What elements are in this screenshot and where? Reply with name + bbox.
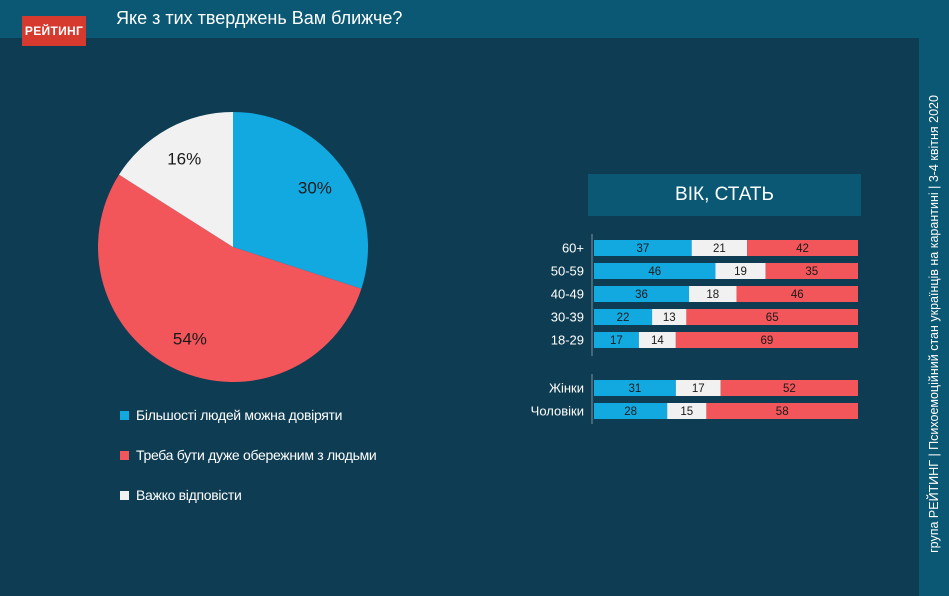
bar-segment [706, 403, 858, 419]
bar-category-label: 50-59 [551, 264, 584, 279]
pie-slice-2 [119, 112, 233, 247]
bar-segment [747, 240, 858, 256]
bar-value-label: 46 [648, 266, 661, 278]
bar-segment [686, 309, 858, 325]
bar-segment [689, 286, 737, 302]
bar-value-label: 37 [636, 243, 649, 255]
bar-segment [675, 380, 721, 396]
legend-item-1: Треба бути дуже обережним з людьми [120, 445, 377, 465]
bar-value-label: 28 [624, 406, 637, 418]
logo: РЕЙТИНГ [22, 16, 86, 46]
bar-value-label: 14 [651, 335, 664, 347]
legend-item-0: Більшості людей можна довіряти [120, 405, 376, 425]
bar-segment [667, 403, 707, 419]
bar-segment [594, 263, 716, 279]
pie-slice-label-0: 30% [298, 178, 332, 197]
bar-segment [736, 286, 858, 302]
bar-category-label: 60+ [562, 241, 584, 256]
bar-value-label: 17 [610, 335, 623, 347]
bar-value-label: 69 [761, 335, 774, 347]
pie-slice-0 [233, 112, 369, 289]
bar-category-label: 18-29 [551, 333, 584, 348]
page-title: Яке з тих тверджень Вам ближче? [116, 8, 403, 28]
bar-segment [594, 332, 639, 348]
header-bar [0, 0, 949, 38]
bar-segment [594, 240, 692, 256]
bar-value-label: 52 [783, 383, 796, 395]
legend-label: Треба бути дуже обережним з людьми [136, 447, 377, 463]
bar-value-label: 31 [629, 383, 642, 395]
legend-label: Більшості людей можна довіряти [136, 407, 343, 423]
bar-segment [691, 240, 748, 256]
sidebar-caption: група РЕЙТИНГ | Психоемоційний стан укра… [927, 95, 941, 553]
bar-value-label: 58 [776, 406, 789, 418]
bar-category-label: Жінки [549, 381, 584, 396]
bar-value-label: 17 [692, 383, 705, 395]
bar-segment [638, 332, 676, 348]
pie-slice-label-2: 16% [167, 149, 201, 168]
bar-value-label: 65 [766, 312, 779, 324]
bar-segment [594, 380, 676, 396]
bar-value-label: 18 [706, 289, 719, 301]
bar-value-label: 36 [635, 289, 648, 301]
bar-segment [594, 309, 653, 325]
legend-swatch [120, 490, 129, 500]
bar-segment [720, 380, 858, 396]
pie-legend: Більшості людей можна довіряти Треба бути… [120, 405, 377, 505]
bar-value-label: 13 [663, 312, 676, 324]
legend-item-2: Важко відповісти [120, 485, 376, 505]
bar-category-label: 30-39 [551, 310, 584, 325]
bar-value-label: 21 [713, 243, 726, 255]
bar-category-label: Чоловіки [531, 404, 584, 419]
bar-segment [765, 263, 858, 279]
bar-value-label: 35 [805, 266, 818, 278]
bar-chart: 60+ 37 21 42 50-59 46 19 35 40-49 36 18 46 30-39 22 13… [531, 234, 858, 424]
bar-segment [594, 286, 690, 302]
bar-value-label: 46 [791, 289, 804, 301]
pie-slice-label-1: 54% [173, 330, 207, 349]
bar-category-label: 40-49 [551, 287, 584, 302]
bar-segment [594, 403, 668, 419]
bar-value-label: 42 [796, 243, 809, 255]
legend-swatch [120, 410, 129, 420]
pie-slice-1 [98, 174, 362, 382]
bar-segment [715, 263, 766, 279]
legend-swatch [120, 450, 129, 460]
legend-label: Важко відповісти [136, 487, 242, 503]
bar-value-label: 19 [734, 266, 747, 278]
bar-segment [675, 332, 858, 348]
pie-chart: 30% 54% 16% [98, 112, 369, 382]
bar-chart-title: ВІК, СТАТЬ [588, 174, 861, 216]
bar-value-label: 22 [617, 312, 630, 324]
bar-value-label: 15 [680, 406, 693, 418]
sidebar-panel [919, 38, 949, 596]
bar-segment [652, 309, 687, 325]
